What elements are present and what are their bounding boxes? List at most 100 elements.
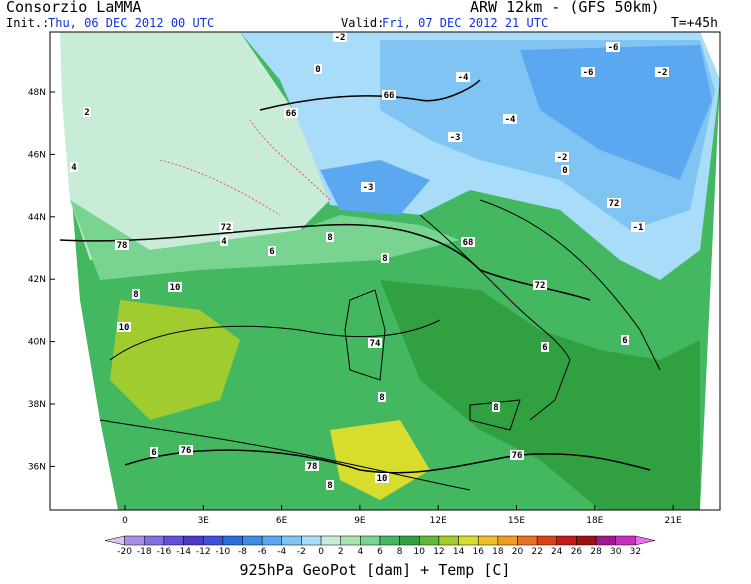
colorbar-cell <box>163 535 184 546</box>
contour-label: -3 <box>450 133 461 143</box>
field-yellow <box>330 420 430 500</box>
colorbar-label: 8 <box>397 547 403 557</box>
colorbar-cell <box>340 535 361 546</box>
colorbar-cell <box>183 535 204 546</box>
colorbar-cell <box>222 535 243 546</box>
lat-label: 48N <box>28 88 46 98</box>
colorbar-cell <box>320 535 341 546</box>
contour-label-bg <box>326 480 334 490</box>
lon-label: 3E <box>198 516 210 526</box>
contour-label-bg <box>268 246 276 256</box>
contour <box>259 79 481 111</box>
colorbar-label: 32 <box>630 547 641 557</box>
colorbar-label: 14 <box>453 547 465 557</box>
colorbar-cell <box>438 535 459 546</box>
contour-label-bg <box>621 335 629 345</box>
contour-label: -3 <box>363 183 374 193</box>
colorbar-end <box>635 535 656 546</box>
field-mint <box>60 32 330 260</box>
valid-label: Valid: <box>341 16 384 30</box>
temp-contour <box>159 119 331 216</box>
valid-value: Fri, 07 DEC 2012 21 UTC <box>382 16 548 30</box>
contour-label: 8 <box>382 254 387 264</box>
contour-label: -2 <box>657 68 668 78</box>
contour-label-bg <box>179 445 193 455</box>
contour <box>124 449 651 474</box>
contour-label: 4 <box>221 237 227 247</box>
contour-label: 8 <box>133 290 138 300</box>
colorbar-label: 28 <box>590 547 602 557</box>
colorbar-cell <box>202 535 224 546</box>
contour-label: -6 <box>608 43 619 53</box>
colorbar-cell <box>281 535 302 546</box>
contour-label: 8 <box>493 403 498 413</box>
contour-label: -1 <box>633 223 644 233</box>
colorbar-cell <box>497 535 518 546</box>
colorbar-cell <box>261 535 283 546</box>
contour-label: 8 <box>327 233 332 243</box>
init-value: Thu, 06 DEC 2012 00 UTC <box>48 16 214 30</box>
contour-label-bg <box>284 108 298 118</box>
map: 727866666872727476767878468101088624-2-2… <box>49 31 721 511</box>
contour-label-bg <box>220 236 228 246</box>
contour-label-bg <box>655 67 669 77</box>
contour-label-bg <box>326 232 334 242</box>
colorbar-cell <box>517 535 538 546</box>
field-darkblue <box>520 45 712 180</box>
contour-label-bg <box>378 392 386 402</box>
model: ARW 12km - (GFS 50km) <box>470 0 660 16</box>
colorbar-label: 16 <box>472 547 484 557</box>
contour-label-bg <box>382 90 396 100</box>
contour-label-bg <box>150 447 158 457</box>
lat-label: 42N <box>28 275 46 285</box>
colorbar-label: 24 <box>551 547 563 557</box>
contour-label-bg <box>503 114 517 124</box>
lat-label: 46N <box>28 150 46 160</box>
colorbar-label: 20 <box>512 547 524 557</box>
colorbar-cell <box>399 535 420 546</box>
lat-label: 36N <box>28 462 46 472</box>
colorbar-label: 30 <box>610 547 622 557</box>
lat-label: 38N <box>28 400 46 410</box>
contour-label: -4 <box>505 115 516 125</box>
contour-label-bg <box>115 240 129 250</box>
colorbar-cell <box>556 535 577 546</box>
lon-label: 0 <box>122 516 128 526</box>
contour-label-bg <box>533 280 547 290</box>
colorbar-label: -10 <box>216 547 231 557</box>
colorbar-cell <box>536 535 558 546</box>
contour-label: 8 <box>379 393 384 403</box>
colorbar-cell <box>595 535 616 546</box>
contour-label: 0 <box>315 65 320 75</box>
contour-label-bg <box>333 32 347 42</box>
colorbar-label: -16 <box>157 547 172 557</box>
contour-label-bg <box>83 107 91 117</box>
lat-label: 44N <box>28 213 46 223</box>
colorbar-label: 12 <box>433 547 444 557</box>
field-yellowgreen <box>110 300 240 420</box>
colorbar-label: -2 <box>297 547 306 557</box>
contour-label: 10 <box>377 474 388 484</box>
colorbar-label: 6 <box>377 547 383 557</box>
forecast-step: T=+45h <box>671 16 718 31</box>
init-label: Init.: <box>6 16 49 30</box>
contour-label: 78 <box>117 241 128 251</box>
contour-label-bg <box>631 222 645 232</box>
contour-label-bg <box>541 342 549 352</box>
colorbar-label: -8 <box>238 547 247 557</box>
contour-label: 76 <box>181 446 192 456</box>
colorbar-cell <box>419 535 440 546</box>
contour-label-bg <box>368 338 382 348</box>
contour-label-bg <box>555 152 569 162</box>
coastline <box>99 419 471 491</box>
contour-label-bg <box>375 473 389 483</box>
contour-label-bg <box>448 132 462 142</box>
colorbar-label: 4 <box>357 547 363 557</box>
contour-label: -2 <box>557 153 568 163</box>
contour-label: 10 <box>170 283 181 293</box>
lon-label: 9E <box>354 516 366 526</box>
contour-label-bg <box>581 67 595 77</box>
contour-label: 74 <box>370 339 381 349</box>
contour-label: 78 <box>307 462 318 472</box>
